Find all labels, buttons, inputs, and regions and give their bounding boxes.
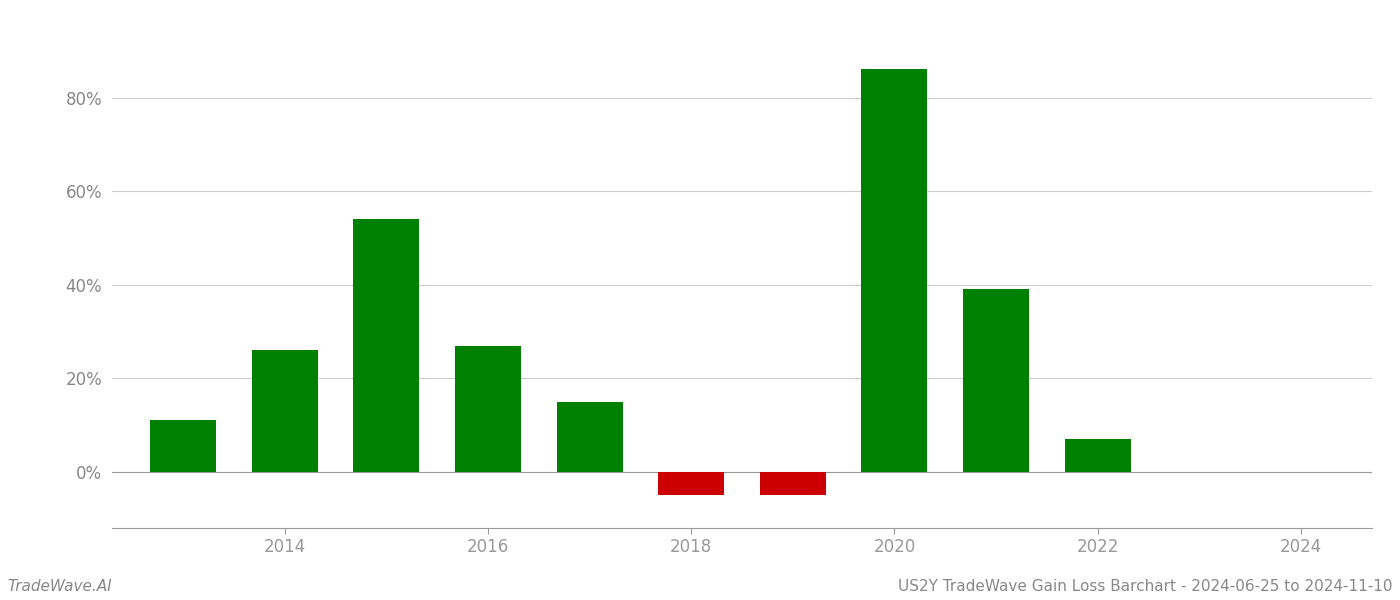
Bar [557,401,623,472]
Bar [861,70,927,472]
Bar [150,421,216,472]
Bar [353,219,420,472]
Text: TradeWave.AI: TradeWave.AI [7,579,112,594]
Bar [760,472,826,495]
Bar [658,472,724,495]
Bar [455,346,521,472]
Bar [963,289,1029,472]
Bar [252,350,318,472]
Text: US2Y TradeWave Gain Loss Barchart - 2024-06-25 to 2024-11-10: US2Y TradeWave Gain Loss Barchart - 2024… [899,579,1393,594]
Bar [1064,439,1131,472]
